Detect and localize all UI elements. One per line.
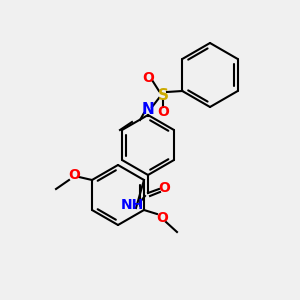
Text: NH: NH [120,198,144,212]
Text: O: O [68,168,80,182]
Text: O: O [158,181,170,195]
Text: O: O [142,71,154,85]
Text: O: O [157,105,169,119]
Text: O: O [156,211,168,225]
Text: S: S [158,88,169,103]
Text: N: N [142,103,154,118]
